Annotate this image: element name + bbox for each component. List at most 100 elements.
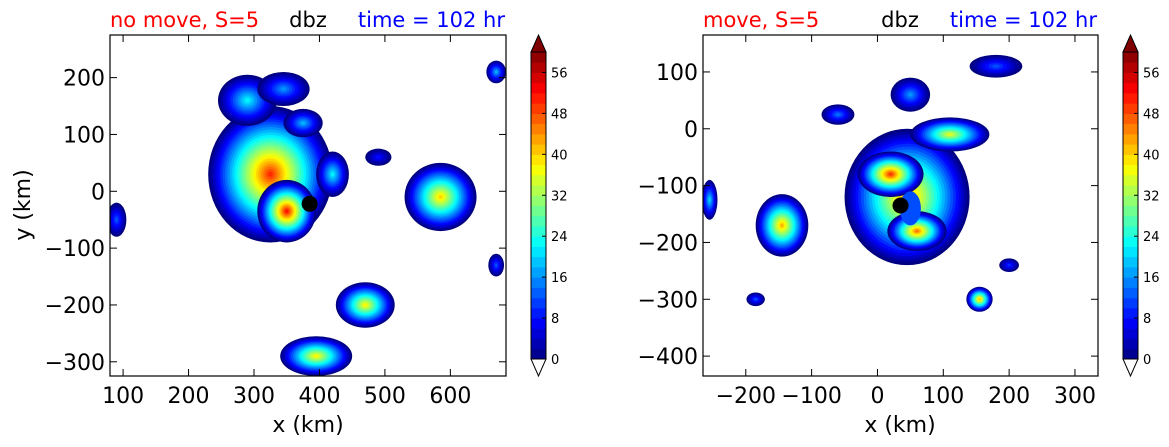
colorbar-segment	[531, 348, 546, 360]
colorbar-segment	[1123, 133, 1138, 145]
colorbar-segment	[1123, 144, 1138, 155]
colorbar-segment	[531, 318, 546, 329]
colorbar-extend-min	[530, 358, 547, 378]
contour-level-52	[285, 210, 288, 213]
contour-level-12	[115, 217, 118, 223]
left-axes-frame	[109, 34, 507, 377]
colorbar-segment	[1123, 338, 1138, 350]
left-reflectivity-field	[110, 60, 506, 376]
colorbar-segment	[531, 205, 546, 217]
colorbar-segment	[1123, 297, 1138, 309]
left-colorbar: 0 8 16 24 32 40 48 56	[530, 33, 568, 378]
colorbar-tick-label: 32	[1143, 189, 1160, 204]
contour-level-18	[495, 70, 498, 74]
x-tick-label: −200	[716, 384, 776, 409]
colorbar-segment	[1123, 103, 1138, 114]
right-axes-frame	[702, 34, 1099, 377]
colorbar-extend-max	[530, 33, 547, 53]
contour-level-20	[708, 198, 711, 202]
x-tick-label: 600	[429, 384, 471, 409]
colorbar-tick-label: 48	[551, 107, 568, 122]
x-tick-label: 300	[1054, 384, 1096, 409]
colorbar-tick-label: 24	[1143, 230, 1160, 245]
colorbar-extend-min	[1122, 358, 1139, 378]
colorbar-segment	[531, 256, 546, 268]
right-colorbar: 0 8 16 24 32 40 48 56	[1122, 33, 1160, 378]
colorbar-tick-label: 40	[1143, 148, 1160, 163]
colorbar-segment	[531, 246, 546, 258]
colorbar-segment	[531, 92, 546, 104]
colorbar-segment	[1123, 123, 1138, 135]
colorbar-segment	[1123, 328, 1138, 340]
colorbar-segment	[1123, 348, 1138, 360]
colorbar-tick-label: 16	[551, 271, 568, 286]
contour-level-14	[835, 113, 841, 116]
colorbar-segment	[1123, 195, 1138, 206]
contour-level-36	[947, 133, 952, 136]
right-title-variable: dbz	[881, 8, 919, 32]
colorbar-segment	[1123, 266, 1138, 278]
colorbar-extend-max	[1122, 33, 1139, 53]
contour-level-10	[1007, 264, 1011, 267]
y-tick-label: 0	[91, 180, 105, 205]
contour-level-40	[438, 195, 443, 199]
colorbar-segment	[1123, 318, 1138, 329]
right-reflectivity-field	[703, 54, 1023, 312]
storm-center-marker	[892, 197, 909, 214]
colorbar-segment	[531, 113, 546, 125]
y-tick-label: 200	[63, 67, 105, 92]
colorbar-tick-label: 24	[551, 230, 568, 245]
colorbar-segment	[531, 307, 546, 319]
colorbar-segment	[1123, 164, 1138, 176]
colorbar-segment	[531, 133, 546, 145]
contour-level-38	[314, 355, 318, 358]
y-tick-label: −200	[638, 231, 698, 256]
colorbar-segment	[531, 195, 546, 206]
colorbar-tick-label: 0	[551, 353, 559, 368]
right-title-experiment: move, S=5	[703, 8, 819, 32]
colorbar-segment	[531, 154, 546, 166]
x-tick-label: 0	[870, 384, 884, 409]
left-title-experiment: no move, S=5	[110, 8, 259, 32]
x-tick-label: 100	[102, 384, 144, 409]
contour-level-46	[915, 230, 919, 232]
colorbar-segment	[531, 215, 546, 227]
y-tick-label: −300	[45, 351, 105, 376]
colorbar-tick-label: 16	[1143, 271, 1160, 286]
colorbar-segment	[1123, 307, 1138, 319]
right-panel: move, S=5 dbz time = 102 hr −200 −100 0 100…	[638, 8, 1160, 438]
x-tick-label: 400	[298, 384, 340, 409]
contour-level-12	[495, 263, 498, 267]
colorbar-tick-label: 56	[1143, 66, 1160, 81]
colorbar-segment	[531, 338, 546, 350]
colorbar-segment	[531, 72, 546, 84]
colorbar-segment	[1123, 185, 1138, 196]
colorbar-segment	[1123, 215, 1138, 227]
y-tick-label: −100	[638, 175, 698, 200]
contour-level-38	[363, 303, 367, 307]
colorbar-segment	[531, 277, 546, 288]
colorbar-segment	[531, 236, 546, 247]
contour-level-42	[978, 298, 981, 300]
contour-level-16	[280, 87, 287, 91]
x-tick-label: −100	[781, 384, 841, 409]
colorbar-tick-label: 40	[551, 148, 568, 163]
colorbar-segment	[1123, 154, 1138, 166]
left-panel: no move, S=5 dbz time = 102 hr 100 200 300…	[11, 8, 568, 438]
colorbar-tick-label: 8	[551, 312, 559, 327]
colorbar-segment	[1123, 62, 1138, 73]
colorbar-segment	[1123, 246, 1138, 258]
contour-level-22	[245, 98, 250, 103]
contour-level-22	[331, 172, 334, 177]
y-tick-label: −200	[45, 294, 105, 319]
colorbar-segment	[1123, 256, 1138, 268]
contour-level-12	[992, 64, 1000, 68]
left-y-axis-label: y (km)	[11, 169, 36, 240]
colorbar-tick-label: 8	[1143, 312, 1151, 327]
colorbar-segment	[1123, 277, 1138, 288]
y-tick-label: −400	[638, 345, 698, 370]
colorbar-segment	[531, 164, 546, 176]
reflectivity-contours	[703, 54, 1023, 312]
colorbar-segment	[531, 297, 546, 309]
x-tick-label: 200	[988, 384, 1030, 409]
